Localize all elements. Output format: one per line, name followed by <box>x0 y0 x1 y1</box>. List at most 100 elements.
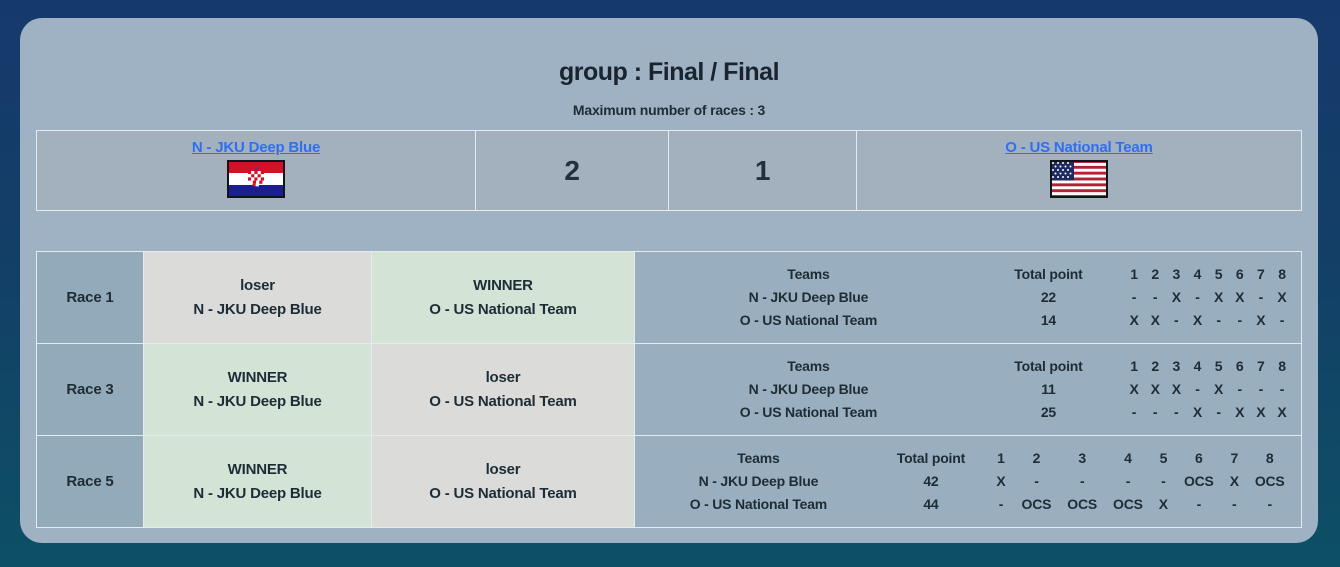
position-mark: X <box>1171 289 1181 305</box>
position-header: 5 <box>1214 266 1223 282</box>
race5-left-cell: WINNER N - JKU Deep Blue <box>143 435 372 528</box>
position-mark: - <box>1161 473 1166 489</box>
results-header-teams: Teams <box>737 450 780 466</box>
team-name: N - JKU Deep Blue <box>193 393 322 410</box>
position-mark: OCS <box>1021 496 1052 512</box>
team-left-score: 2 <box>475 130 669 211</box>
position-mark: - <box>1232 496 1237 512</box>
race-row-3: Race 3 WINNER N - JKU Deep Blue loser O … <box>36 343 1302 436</box>
position-mark: - <box>1174 312 1179 328</box>
results-team-row: N - JKU Deep Blue 11 X X X - X - - - <box>643 378 1292 401</box>
result-text: loser <box>485 461 521 478</box>
position-header: 5 <box>1159 450 1168 466</box>
position-mark: X <box>1129 381 1139 397</box>
position-mark: X <box>1214 381 1224 397</box>
results-header-total: Total point <box>1014 266 1083 282</box>
position-mark: - <box>1216 312 1221 328</box>
position-header: 4 <box>1193 358 1202 374</box>
position-header: 3 <box>1172 266 1181 282</box>
results-total-points: 44 <box>923 496 939 512</box>
position-header: 2 <box>1032 450 1041 466</box>
results-header-teams: Teams <box>787 266 830 282</box>
max-races-subtitle: Maximum number of races : 3 <box>572 102 766 118</box>
team-right-score: 1 <box>668 130 857 211</box>
position-mark: X <box>1192 312 1202 328</box>
position-mark: - <box>1237 381 1242 397</box>
position-header: 4 <box>1193 266 1202 282</box>
race3-right-cell: loser O - US National Team <box>371 343 635 436</box>
team-name: N - JKU Deep Blue <box>193 485 322 502</box>
race5-results-table: Teams Total point 1 2 3 4 5 6 7 8 <box>643 447 1292 516</box>
position-header: 5 <box>1214 358 1223 374</box>
results-header-row: Teams Total point 1 2 3 4 5 6 7 8 <box>643 355 1292 378</box>
position-mark: - <box>998 496 1004 512</box>
position-header: 7 <box>1257 358 1265 374</box>
team-right-link[interactable]: O - US National Team <box>1005 138 1153 156</box>
race1-right-cell: WINNER O - US National Team <box>371 251 635 344</box>
position-header: 7 <box>1230 450 1239 466</box>
team-left-link[interactable]: N - JKU Deep Blue <box>191 138 321 156</box>
position-mark: - <box>1267 496 1272 512</box>
team-left-cell: N - JKU Deep Blue <box>36 130 476 211</box>
position-mark: X <box>1256 312 1266 328</box>
result-text: loser <box>240 277 275 294</box>
position-header: 8 <box>1278 358 1286 374</box>
results-team-row: O - US National Team 44 - OCS OCS OCS X … <box>643 493 1292 516</box>
position-mark: - <box>1131 289 1137 305</box>
results-total-points: 14 <box>1040 312 1057 328</box>
position-mark: X <box>1171 381 1181 397</box>
position-header: 6 <box>1235 266 1244 282</box>
results-header-row: Teams Total point 1 2 3 4 5 6 7 8 <box>643 263 1292 286</box>
position-header: 3 <box>1172 358 1181 374</box>
team-name: O - US National Team <box>429 393 577 410</box>
position-mark: OCS <box>1254 473 1285 489</box>
position-header: 1 <box>997 450 1005 466</box>
position-mark: X <box>1229 473 1239 489</box>
race-label: Race 3 <box>36 343 144 436</box>
position-header: 1 <box>1130 266 1138 282</box>
croatia-flag-icon <box>227 159 285 198</box>
race3-results-cell: Teams Total point 1 2 3 4 5 6 7 8 <box>634 343 1302 436</box>
position-header: 2 <box>1151 266 1159 282</box>
race3-left-cell: WINNER N - JKU Deep Blue <box>143 343 372 436</box>
race-label: Race 1 <box>36 251 144 344</box>
position-mark: - <box>1174 404 1179 420</box>
position-header: 8 <box>1265 450 1274 466</box>
position-mark: OCS <box>1113 496 1143 512</box>
results-header-row: Teams Total point 1 2 3 4 5 6 7 8 <box>643 447 1292 470</box>
team-name: O - US National Team <box>429 485 577 502</box>
race1-results-cell: Teams Total point 1 2 3 4 5 6 7 8 <box>634 251 1302 344</box>
position-mark: X <box>1129 312 1139 328</box>
usa-flag-icon <box>1050 159 1108 198</box>
position-mark: - <box>1079 473 1085 489</box>
position-mark: X <box>1150 312 1160 328</box>
results-header-total: Total point <box>1014 358 1083 374</box>
results-total-points: 11 <box>1041 381 1056 397</box>
results-header-teams: Teams <box>787 358 830 374</box>
position-mark: - <box>1258 381 1264 397</box>
race-row-1: Race 1 loser N - JKU Deep Blue WINNER O … <box>36 251 1302 344</box>
position-mark: - <box>1196 496 1202 512</box>
position-mark: X <box>996 473 1006 489</box>
results-team-row: N - JKU Deep Blue 42 X - - - - OCS X OCS <box>643 470 1292 493</box>
results-total-points: 22 <box>1040 289 1057 305</box>
race3-results-table: Teams Total point 1 2 3 4 5 6 7 8 <box>643 355 1292 424</box>
races-table: Race 1 loser N - JKU Deep Blue WINNER O … <box>36 251 1302 528</box>
position-mark: OCS <box>1183 473 1214 489</box>
team-name: O - US National Team <box>429 301 577 318</box>
position-mark: - <box>1034 473 1039 489</box>
results-header-total: Total point <box>896 450 966 466</box>
position-mark: - <box>1195 381 1200 397</box>
position-mark: - <box>1195 289 1200 305</box>
results-team-name: O - US National Team <box>689 496 828 512</box>
position-mark: - <box>1258 289 1264 305</box>
position-header: 2 <box>1151 358 1159 374</box>
race5-right-cell: loser O - US National Team <box>371 435 635 528</box>
position-header: 8 <box>1278 266 1286 282</box>
scoreboard-row: N - JKU Deep Blue <box>36 130 1302 211</box>
result-text: WINNER <box>473 277 533 294</box>
position-mark: X <box>1235 404 1245 420</box>
position-mark: X <box>1277 404 1287 420</box>
results-team-row: O - US National Team 25 - - - X - X X X <box>643 401 1292 424</box>
race-row-5: Race 5 WINNER N - JKU Deep Blue loser O … <box>36 435 1302 528</box>
